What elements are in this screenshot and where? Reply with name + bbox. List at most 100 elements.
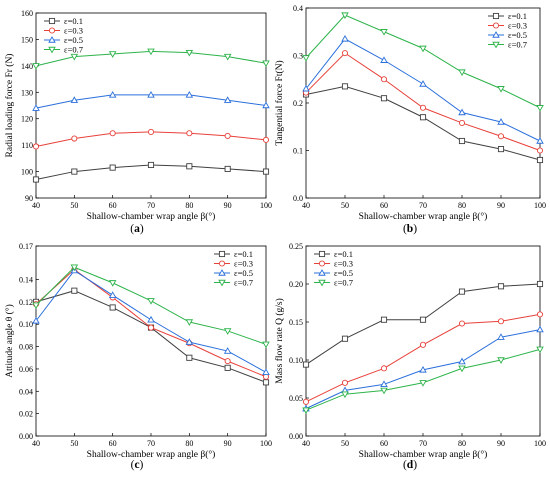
data-point [302,84,310,92]
y-axis-label: Attitude angle θ (°) [4,304,15,378]
y-tick-label: 140 [21,62,33,71]
data-point [458,108,466,116]
legend-marker [318,279,326,287]
data-point [147,298,155,305]
chart-panel-c: 40 50 60 70 80 90 100 0.00 0.02 0.04 0.06 0.08 0.10 0… [4,242,272,471]
data-point [536,147,544,154]
y-tick-label: 0.4 [293,4,303,13]
data-point [108,291,117,298]
legend-entry: ε=0.7 [334,278,353,288]
data-point [458,320,466,327]
data-point [497,86,505,93]
data-point [262,136,270,143]
data-point [380,387,388,395]
data-point [497,146,505,153]
y-tick-label: 0.10 [19,320,33,329]
data-point [497,357,505,364]
data-point [262,60,270,68]
data-point [71,135,78,142]
legend-entry: ε=0.1 [234,249,253,259]
legend-marker [318,260,326,267]
data-point [341,12,349,20]
legend-marker [48,27,56,34]
legend-entry: ε=0.1 [334,249,353,259]
data-point [262,101,270,109]
series-line [305,52,541,151]
y-tick-label: 0.00 [289,432,303,441]
series-line [35,266,267,345]
panel-label: (b) [403,223,417,235]
data-point [380,56,388,63]
data-point [147,91,155,98]
data-point [497,118,505,125]
data-point [341,335,349,342]
x-tick-label: 40 [32,439,40,448]
data-point [109,304,116,311]
data-point [536,137,544,144]
data-point [108,91,117,98]
legend-marker [218,279,226,287]
data-point [302,55,310,62]
y-tick-label: 90 [25,194,33,203]
panel-label: (c) [131,459,144,471]
data-point [497,318,505,325]
x-tick-label: 50 [70,201,78,210]
x-tick-label: 70 [147,439,155,448]
x-tick-label: 50 [341,439,349,448]
data-point [224,358,231,365]
legend-entry: ε=0.5 [234,268,253,278]
series-line [305,14,541,109]
x-tick-label: 90 [224,201,232,210]
data-point [224,132,231,139]
series-line [305,85,541,161]
x-tick-label: 100 [534,439,546,448]
data-point [32,63,40,70]
legend-entry: ε=0.7 [64,45,83,55]
data-point [32,302,40,310]
data-point [262,341,270,349]
data-point [341,34,349,42]
x-tick-label: 80 [185,201,193,210]
data-point [71,287,78,294]
legend-marker [48,46,56,54]
data-point [70,53,79,61]
data-point [223,347,232,354]
legend-entry: ε=0.5 [64,35,83,45]
legend-entry: ε=0.7 [508,40,527,50]
x-tick-label: 100 [534,201,546,210]
data-point [458,119,466,126]
y-tick-label: 160 [21,9,33,18]
legend-marker [492,22,500,29]
data-point [341,379,349,386]
legend-entry: ε=0.3 [334,259,353,269]
x-axis-label: Shallow-chamber wrap angle β(°) [359,211,488,222]
x-tick-label: 60 [109,201,117,210]
data-point [32,104,40,111]
series-line [305,38,541,142]
x-tick-label: 40 [302,201,310,210]
data-point [419,316,427,323]
data-point [223,96,232,103]
data-point [262,368,270,375]
data-point [70,264,79,272]
data-point [380,95,388,102]
y-tick-label: 0.17 [19,242,33,251]
y-tick-label: 110 [21,141,33,150]
data-point [341,391,349,399]
x-tick-label: 100 [260,201,272,210]
data-point [224,165,231,172]
data-point [224,364,231,371]
data-point [147,128,155,135]
data-point [302,407,310,415]
y-axis-label: Radial loading force Fr (N) [4,54,15,158]
legend-entry: ε=0.3 [508,21,527,31]
legend-entry: ε=0.7 [234,278,253,288]
data-point [536,311,544,318]
data-point [458,288,466,295]
series-line [305,283,541,365]
data-point [147,48,155,56]
x-tick-label: 60 [109,439,117,448]
data-point [380,29,388,36]
y-tick-label: 0.3 [293,52,303,61]
data-point [419,45,427,53]
